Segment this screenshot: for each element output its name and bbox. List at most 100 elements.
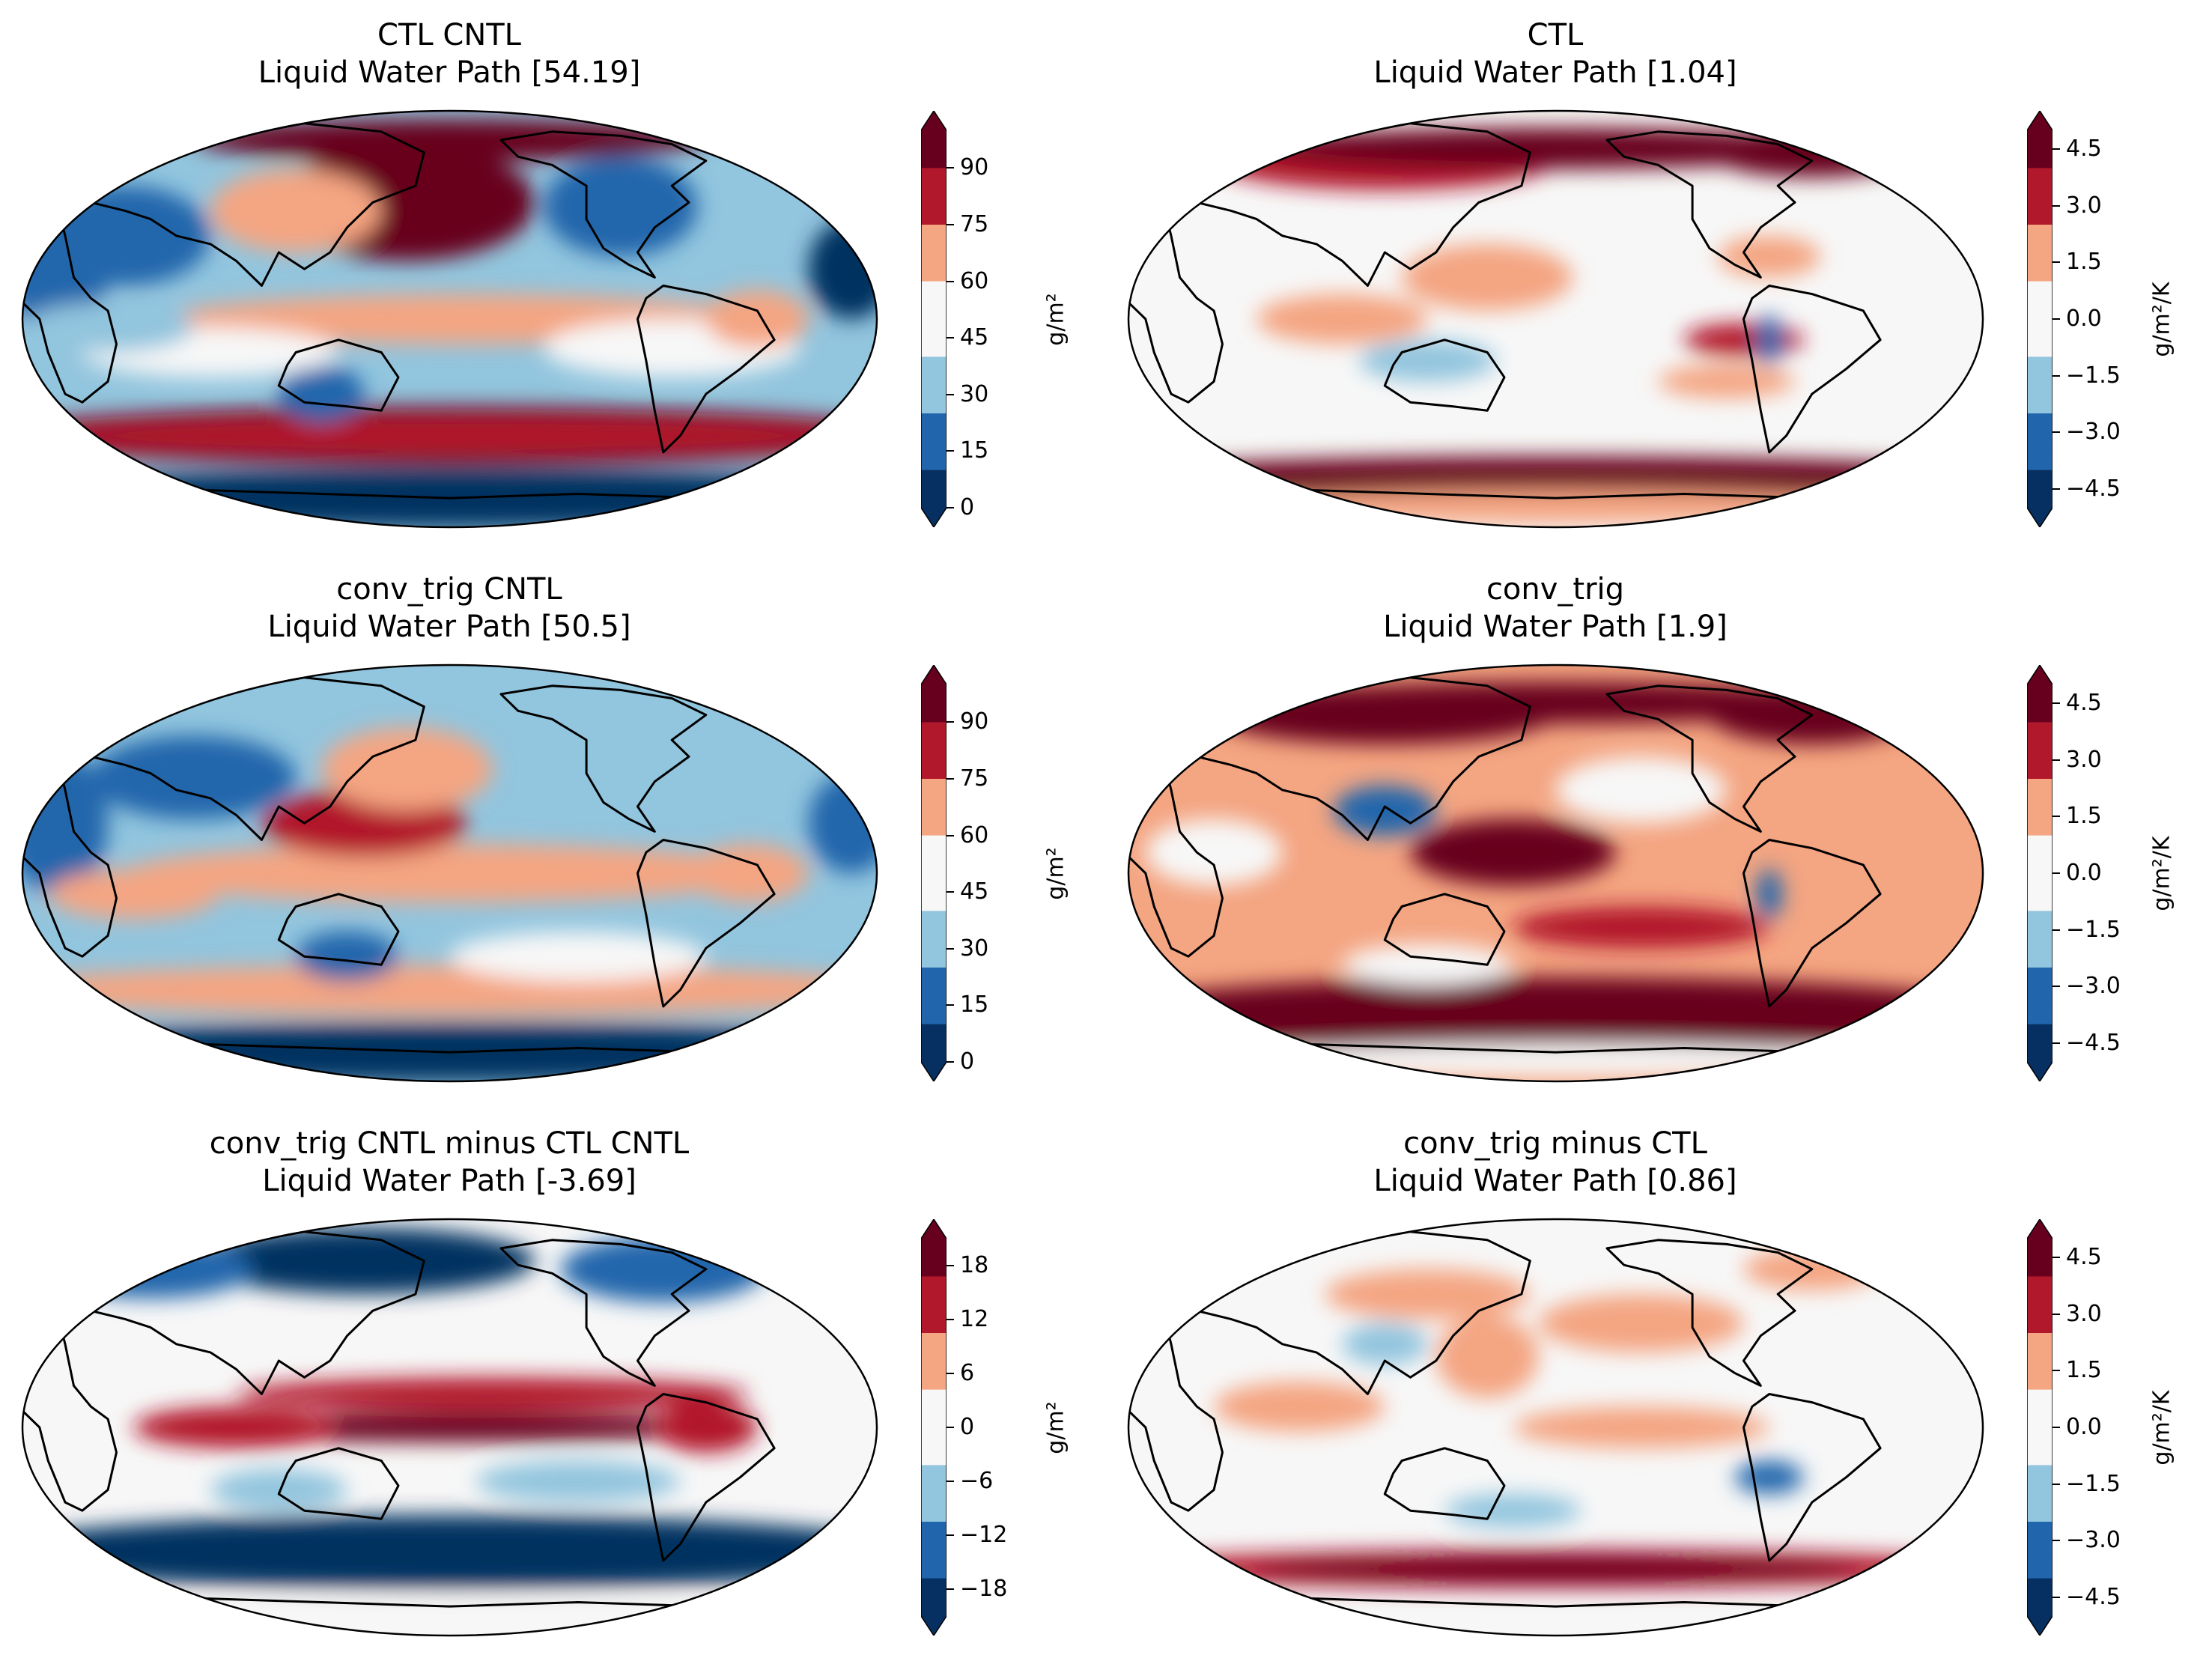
world-map (21, 664, 878, 1083)
colorbar-segment (921, 892, 947, 911)
panel-title: conv_trig CNTL minus CTL CNTL (209, 1126, 690, 1161)
colorbar-extend-max (921, 665, 947, 684)
colorbar-unit-label: g/m² (1042, 293, 1069, 346)
colorbar-segment (2027, 948, 2053, 968)
colorbar-segment (2027, 722, 2053, 742)
colorbar-segment (921, 816, 947, 836)
colorbar-extend-min (921, 1062, 947, 1081)
colorbar-tick (947, 834, 954, 836)
colorbar-segment (921, 1042, 947, 1063)
colorbar-tick (947, 721, 954, 723)
field-region (321, 727, 493, 811)
colorbar-segment (2027, 741, 2053, 761)
colorbar-tick-label: 1.5 (2066, 1357, 2102, 1384)
coastline (1836, 1230, 1907, 1271)
colorbar (2027, 665, 2053, 1081)
field-region (236, 1377, 749, 1411)
colorbar-segment (921, 262, 947, 282)
world-map (21, 109, 878, 529)
colorbar-tick (947, 947, 954, 950)
colorbar-segment (921, 1427, 947, 1447)
colorbar-tick-label: 4.5 (2066, 1244, 2102, 1271)
colorbar-segment (2027, 1352, 2053, 1371)
world-map (1127, 664, 1984, 1083)
colorbar-tick-label: 0 (960, 1048, 975, 1075)
colorbar-segment (2027, 968, 2053, 987)
colorbar-segment (2027, 1522, 2053, 1541)
colorbar-segment (921, 1314, 947, 1334)
map-panel: conv_trig CNTL Liquid Water Path [50.5] 0 1… (0, 554, 1106, 1108)
field-region (1214, 1381, 1385, 1432)
colorbar-segment (2027, 1559, 2053, 1579)
colorbar-segment (921, 1597, 947, 1617)
coastline (730, 1230, 801, 1271)
colorbar-tick-label: 15 (960, 992, 989, 1018)
colorbar-unit-label: g/m²/K (2148, 1390, 2175, 1466)
field-region (296, 931, 399, 982)
coastline (636, 839, 776, 1008)
coastline (636, 1393, 776, 1562)
colorbar-tick (2053, 374, 2060, 377)
colorbar-tick-label: 30 (960, 380, 989, 407)
panel-title: conv_trig CNTL (336, 572, 562, 607)
colorbar-tick (947, 224, 954, 225)
colorbar-tick-label: 15 (960, 437, 989, 464)
colorbar-tick (2053, 929, 2060, 931)
coastline (1605, 130, 1814, 279)
colorbar-segment (2027, 1042, 2053, 1063)
colorbar-segment (921, 1522, 947, 1541)
field-region (1128, 977, 1983, 1053)
colorbar-segment (921, 741, 947, 761)
colorbar-segment (2027, 488, 2053, 508)
colorbar (2027, 111, 2053, 527)
field-region (91, 735, 297, 819)
colorbar-tick-label: −3.0 (2066, 419, 2121, 446)
colorbar-tick-label: −1.5 (2066, 1470, 2121, 1497)
colorbar-segment (921, 1024, 947, 1044)
colorbar-segment (2027, 703, 2053, 723)
world-map (1127, 109, 1984, 529)
colorbar-segment (2027, 1427, 2053, 1447)
colorbar-segment (2027, 413, 2053, 433)
map-boundary (1127, 1218, 1984, 1637)
field-region (1410, 819, 1616, 886)
map-boundary (21, 664, 878, 1083)
field-region (705, 290, 809, 348)
coastline (277, 1447, 400, 1520)
colorbar-segment (921, 703, 947, 723)
panel-title: CTL CNTL (377, 18, 521, 52)
colorbar-segment (921, 1408, 947, 1428)
colorbar-tick-label: 6 (960, 1360, 975, 1386)
colorbar-segment (2027, 375, 2053, 395)
colorbar-tick-label: 12 (960, 1306, 989, 1332)
colorbar-extend-min (2027, 1062, 2053, 1081)
colorbar-tick (947, 507, 954, 508)
coastline (1742, 285, 1882, 454)
colorbar-segment (2027, 338, 2053, 357)
colorbar-segment (2027, 1597, 2053, 1617)
colorbar-extend-min (2027, 1616, 2053, 1636)
colorbar-tick (2053, 759, 2060, 761)
field-region (688, 844, 809, 902)
colorbar-segment (2027, 1024, 2053, 1044)
colorbar-unit-label: g/m² (1042, 1401, 1069, 1454)
colorbar-segment (2027, 1484, 2053, 1504)
colorbar-segment (921, 149, 947, 168)
colorbar-extend-max (921, 1219, 947, 1239)
colorbar-tick (947, 1004, 954, 1006)
panel-title: conv_trig minus CTL (1403, 1126, 1707, 1161)
map-panel: conv_trig minus CTL Liquid Water Path [0.… (1106, 1108, 2212, 1663)
colorbar-segment (921, 1484, 947, 1504)
colorbar-segment (2027, 300, 2053, 320)
panel-subtitle: Liquid Water Path [1.04] (1373, 55, 1737, 90)
colorbar-segment (921, 948, 947, 968)
colorbar-tick-label: −6 (960, 1468, 994, 1494)
colorbar-segment (2027, 1540, 2053, 1560)
colorbar-segment (2027, 356, 2053, 377)
colorbar-segment (921, 1257, 947, 1277)
colorbar-segment (921, 835, 947, 855)
colorbar-tick-label: 3.0 (2066, 1300, 2102, 1327)
colorbar-segment (2027, 835, 2053, 855)
panel-subtitle: Liquid Water Path [0.86] (1373, 1164, 1737, 1198)
field-region (560, 1236, 766, 1303)
